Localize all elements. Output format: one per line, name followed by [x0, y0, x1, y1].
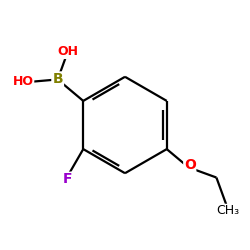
Text: O: O	[184, 158, 196, 172]
Text: OH: OH	[58, 46, 79, 59]
Text: HO: HO	[13, 76, 34, 88]
Text: CH₃: CH₃	[216, 204, 239, 217]
Text: F: F	[62, 172, 72, 186]
Text: B: B	[52, 72, 63, 86]
